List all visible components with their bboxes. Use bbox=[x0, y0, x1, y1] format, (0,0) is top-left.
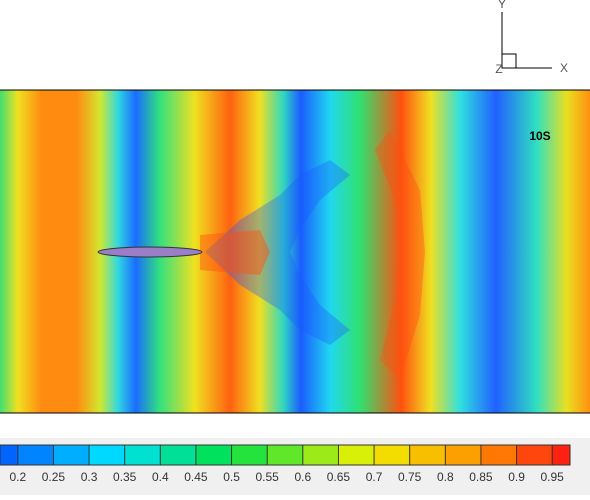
colorbar-tick-label: 0.55 bbox=[256, 470, 280, 484]
wave-front bbox=[375, 130, 425, 380]
colorbar-tick-label: 0.2 bbox=[9, 470, 26, 484]
triad-box bbox=[501, 53, 517, 69]
colorbar-cell bbox=[480, 445, 517, 465]
wake-core bbox=[200, 230, 270, 275]
colorbar-cell bbox=[516, 445, 553, 465]
colorbar-cell bbox=[0, 445, 18, 465]
triad-z: Z bbox=[495, 62, 502, 76]
colorbar-frame bbox=[0, 444, 571, 466]
colorbar-cell bbox=[552, 445, 570, 465]
annotation: 10S bbox=[529, 129, 550, 143]
colorbar-tick-label: 0.8 bbox=[437, 470, 454, 484]
colorbar-cell bbox=[195, 445, 232, 465]
colorbar-tick-label: 0.35 bbox=[113, 470, 137, 484]
colorbar-cell bbox=[445, 445, 481, 465]
colorbar-cell bbox=[302, 445, 339, 465]
colorbar-cell bbox=[409, 445, 446, 465]
colorbar-tick-label: 0.3 bbox=[81, 470, 98, 484]
colorbar-tick-label: 0.65 bbox=[327, 470, 351, 484]
colorbar-cell bbox=[17, 445, 54, 465]
triad-x: X bbox=[560, 61, 568, 75]
colorbar-cell bbox=[160, 445, 196, 465]
hull bbox=[97, 246, 203, 258]
colorbar-tick-label: 0.9 bbox=[508, 470, 525, 484]
colorbar-tick-label: 0.6 bbox=[294, 470, 311, 484]
colorbar-cell bbox=[124, 445, 161, 465]
wake bbox=[205, 160, 350, 345]
colorbar-tick-label: 0.85 bbox=[469, 470, 493, 484]
axes-triad: Y X Z bbox=[495, 0, 568, 76]
colorbar-tick-label: 0.7 bbox=[366, 470, 383, 484]
colorbar-tick-label: 0.4 bbox=[152, 470, 169, 484]
colorbar-cell bbox=[231, 445, 268, 465]
colorbar-cell bbox=[53, 445, 90, 465]
colorbar-cell bbox=[374, 445, 410, 465]
colorbar-tick-label: 0.75 bbox=[398, 470, 422, 484]
colorbar-tick-label: 0.95 bbox=[541, 470, 565, 484]
colorbar-cell bbox=[338, 445, 375, 465]
contour-field: 10S bbox=[0, 89, 590, 414]
colorbar-tick-label: 0.45 bbox=[184, 470, 208, 484]
triad-y: Y bbox=[498, 0, 506, 11]
field bbox=[0, 90, 590, 413]
colorbar-tick-label: 0.5 bbox=[223, 470, 240, 484]
colorbar-cell bbox=[89, 445, 125, 465]
colorbar-tick-label: 0.25 bbox=[42, 470, 66, 484]
colorbar-cell bbox=[267, 445, 303, 465]
colorbar: 0.2 0.25 0.3 0.35 0.4 0.45 0.5 0.55 0.6 0.65 0.7 0.… bbox=[0, 438, 590, 495]
